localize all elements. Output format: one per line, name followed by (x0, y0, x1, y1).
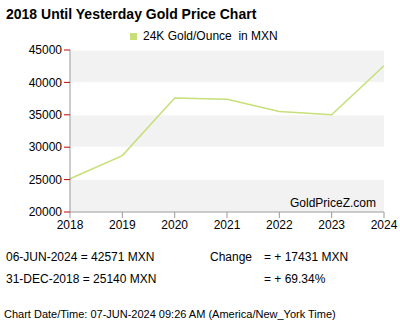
svg-text:2022: 2022 (266, 218, 293, 232)
html-text:= + 17431 MXN: = + 17431 MXN (264, 250, 349, 264)
svg-text:40000: 40000 (29, 76, 63, 90)
svg-text:2021: 2021 (214, 218, 241, 232)
svg-text:35000: 35000 (29, 108, 63, 122)
html-text:Change: Change (210, 250, 252, 264)
html-text:06-JUN-2024 = 42571 MXN: 06-JUN-2024 = 42571 MXN (6, 250, 155, 264)
svg-text:2019: 2019 (109, 218, 136, 232)
html-text:24K Gold/Ounce in MXN: 24K Gold/Ounce in MXN (143, 29, 278, 43)
html-text:GoldPriceZ.com: GoldPriceZ.com (290, 196, 376, 210)
html-text:31-DEC-2018 = 25140 MXN: 31-DEC-2018 = 25140 MXN (6, 272, 157, 286)
svg-text:20000: 20000 (29, 205, 63, 219)
svg-text:2020: 2020 (161, 218, 188, 232)
svg-text:30000: 30000 (29, 140, 63, 154)
html-text:2018 Until Yesterday Gold Pric: 2018 Until Yesterday Gold Price Chart (6, 6, 257, 22)
html-text:= + 69.34%: = + 69.34% (264, 272, 326, 286)
svg-text:2024: 2024 (371, 218, 392, 232)
svg-text:2023: 2023 (318, 218, 345, 232)
svg-text:45000: 45000 (29, 43, 63, 57)
svg-text:25000: 25000 (29, 173, 63, 187)
html-text:Chart Date/Time: 07-JUN-2024 0: Chart Date/Time: 07-JUN-2024 09:26 AM (A… (4, 308, 336, 320)
svg-text:2018: 2018 (57, 218, 84, 232)
